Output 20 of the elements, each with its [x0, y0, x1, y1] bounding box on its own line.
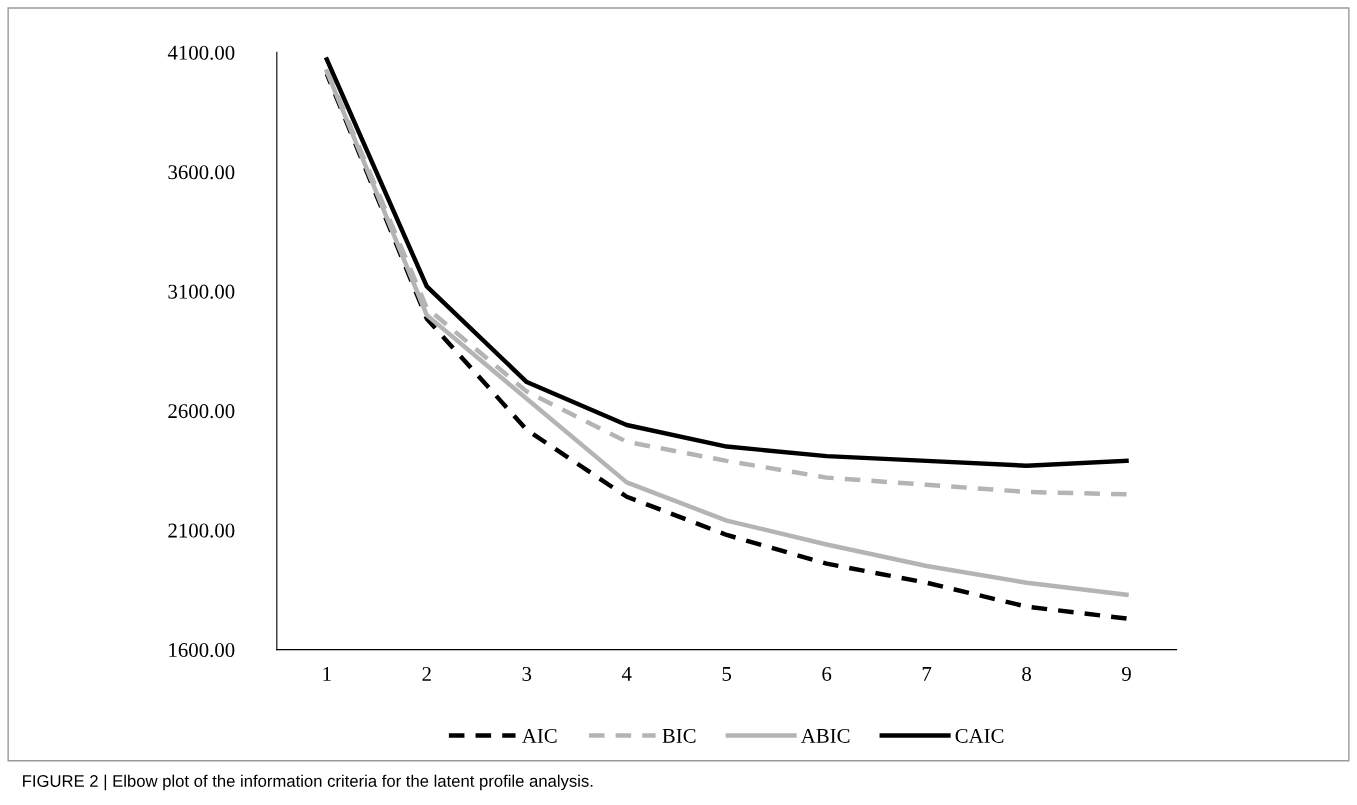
x-tick-label: 4: [621, 667, 632, 681]
legend-label: AIC: [522, 728, 557, 743]
legend-label: ABIC: [800, 728, 850, 743]
x-tick-label: 3: [522, 666, 532, 681]
x-tick-label: 6: [822, 666, 832, 681]
y-tick-label: 3600.00: [168, 165, 235, 180]
legend-label: BIC: [662, 728, 696, 743]
x-tick-label: 9: [1122, 666, 1131, 681]
y-tick-label: 2600.00: [168, 404, 235, 419]
x-tick-label: 7: [922, 667, 932, 681]
y-tick-label: 2100.00: [168, 523, 235, 538]
y-tick-label: 1600.00: [169, 643, 235, 658]
x-tick-label: 2: [422, 666, 431, 681]
x-tick-label: 5: [722, 667, 732, 681]
legend-label: CAIC: [955, 728, 1004, 743]
caption: FIGURE 2 | Elbow plot of the information criteria for the latent profile analysis.: [23, 774, 593, 791]
x-tick-label: 1: [323, 667, 331, 681]
y-tick-label: 3100.00: [168, 284, 235, 299]
y-tick-label: 4100.00: [167, 45, 235, 60]
x-tick-label: 8: [1022, 666, 1031, 681]
